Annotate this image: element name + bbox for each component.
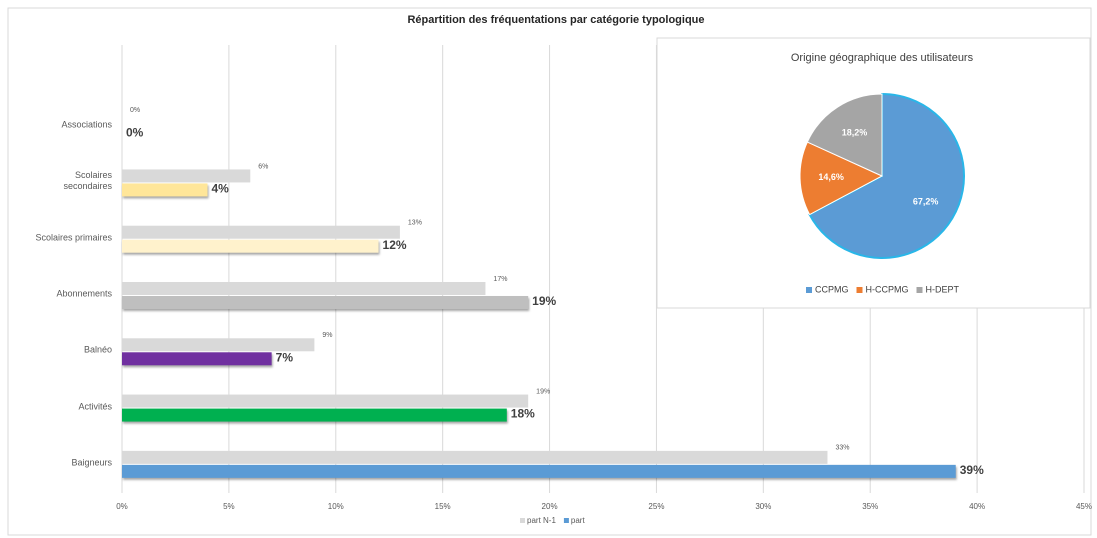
data-label: 67,2% <box>913 197 939 207</box>
bar <box>122 408 507 422</box>
x-tick-label: 40% <box>969 502 985 511</box>
data-label: 18,2% <box>842 128 868 138</box>
data-label: 6% <box>258 163 268 170</box>
x-tick-label: 25% <box>648 502 664 511</box>
legend-marker <box>563 518 569 523</box>
pie-title: Origine géographique des utilisateurs <box>791 52 974 64</box>
y-tick-label: Activités <box>78 401 112 412</box>
bar <box>122 450 828 464</box>
data-label: 12% <box>383 238 407 252</box>
legend-label: part <box>571 516 586 525</box>
bar <box>122 169 251 183</box>
pie-slice <box>799 141 884 216</box>
x-tick-label: 10% <box>328 502 344 511</box>
data-label: 19% <box>532 294 556 308</box>
y-tick-label: Scolaires secondaires <box>63 170 112 192</box>
x-tick-label: 0% <box>116 502 128 511</box>
bar <box>122 464 956 478</box>
data-label: 39% <box>960 463 984 477</box>
data-label: 7% <box>276 350 294 364</box>
data-label: 4% <box>212 182 230 196</box>
data-label: 14,6% <box>818 172 844 182</box>
bar <box>122 183 208 197</box>
legend-marker <box>856 287 863 293</box>
bar <box>122 352 272 366</box>
bar <box>122 225 400 239</box>
y-tick-label: Baigneurs <box>71 457 112 468</box>
x-tick-label: 45% <box>1076 502 1092 511</box>
x-tick-label: 35% <box>862 502 878 511</box>
data-label: 33% <box>835 445 849 452</box>
legend-marker <box>520 518 525 523</box>
data-label: 18% <box>511 407 535 421</box>
legend-label: H-CCPMG <box>866 284 909 294</box>
legend-marker <box>916 287 923 293</box>
legend-label: CCPMG <box>815 284 849 294</box>
data-label: 13% <box>408 220 422 227</box>
y-tick-label: Scolaires primaires <box>35 232 112 243</box>
data-label: 0% <box>126 125 144 139</box>
data-label: 0% <box>130 107 140 114</box>
x-tick-label: 15% <box>435 502 451 511</box>
y-tick-label: Balnéo <box>83 344 112 355</box>
x-tick-label: 20% <box>542 502 558 511</box>
data-label: 9% <box>322 332 332 339</box>
bar <box>122 296 529 309</box>
chart-title: Répartition des fréquentations par catég… <box>407 14 704 26</box>
pie-slice <box>808 92 965 259</box>
bar <box>122 338 315 352</box>
y-tick-label: Associations <box>61 119 112 130</box>
bar <box>122 239 379 253</box>
data-label: 17% <box>493 276 507 283</box>
bar <box>122 394 529 408</box>
legend-label: part N-1 <box>527 516 556 525</box>
data-label: 19% <box>536 388 550 395</box>
x-tick-label: 5% <box>223 502 235 511</box>
y-tick-label: Abonnements <box>56 288 112 299</box>
x-tick-label: 30% <box>755 502 771 511</box>
legend-label: H-DEPT <box>926 284 960 294</box>
pie-slice <box>806 93 883 177</box>
bar <box>122 282 486 295</box>
legend-marker <box>806 287 812 293</box>
